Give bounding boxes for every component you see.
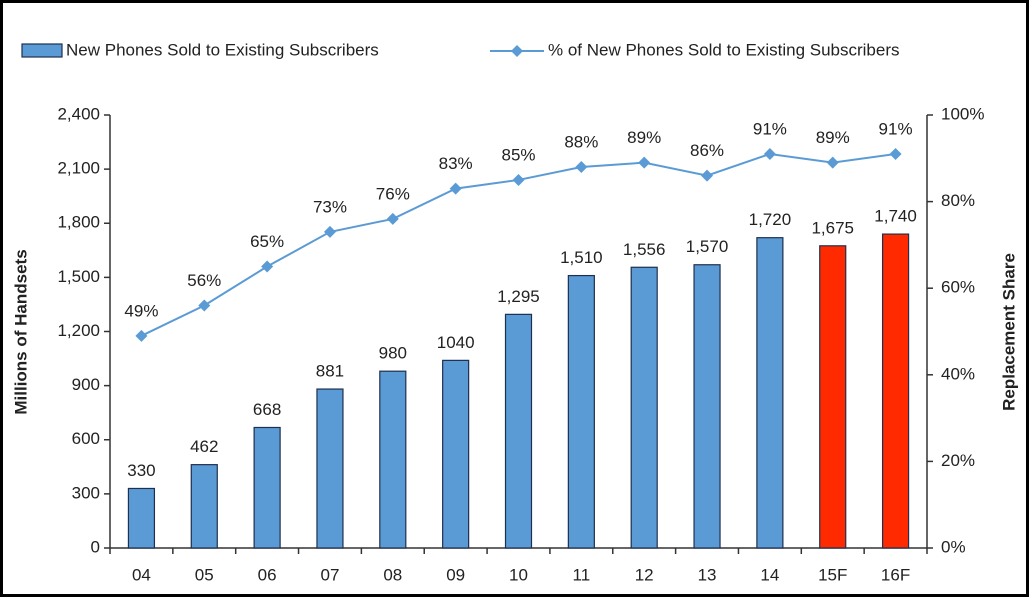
x-tick-label: 06 — [258, 565, 277, 584]
bar-value-label: 1,740 — [874, 207, 917, 226]
line-marker — [323, 225, 336, 238]
line-marker — [826, 156, 839, 169]
bar-value-label: 1,675 — [811, 218, 854, 237]
line-marker — [763, 147, 776, 160]
x-tick-label: 16F — [881, 565, 910, 584]
line-marker — [449, 182, 462, 195]
bar — [630, 266, 658, 549]
y2-tick-label: 20% — [941, 451, 975, 470]
y-tick-label: 300 — [72, 483, 100, 502]
line-value-label: 89% — [627, 128, 661, 147]
legend-label: New Phones Sold to Existing Subscribers — [66, 40, 379, 59]
x-tick-label: 11 — [573, 565, 591, 584]
bar — [819, 245, 847, 549]
line-marker — [198, 299, 211, 312]
line-value-label: 86% — [690, 141, 724, 160]
bar-value-label: 1,510 — [560, 248, 603, 267]
bar — [190, 464, 218, 549]
x-tick-label: 10 — [509, 565, 528, 584]
line-marker — [386, 212, 399, 225]
bar — [693, 264, 721, 549]
bar — [442, 359, 470, 549]
x-tick-label: 14 — [760, 565, 779, 584]
y-tick-label: 0 — [91, 537, 100, 556]
x-tick-label: 12 — [635, 565, 654, 584]
line-marker — [638, 156, 651, 169]
line-marker — [261, 260, 274, 273]
line-value-label: 73% — [313, 197, 347, 216]
legend-marker — [511, 45, 523, 57]
bar — [567, 274, 595, 549]
line-value-label: 76% — [376, 184, 410, 203]
bar — [881, 233, 910, 549]
line-value-label: 65% — [250, 232, 284, 251]
bar-value-label: 1,295 — [497, 287, 540, 306]
bar-value-label: 668 — [253, 400, 281, 419]
line-value-label: 85% — [501, 145, 535, 164]
y-tick-label: 1,200 — [57, 321, 100, 340]
bar-value-label: 1040 — [437, 333, 475, 352]
bar-value-label: 1,570 — [686, 237, 729, 256]
y-tick-label: 900 — [72, 375, 100, 394]
x-tick-label: 05 — [195, 565, 214, 584]
y2-tick-label: 60% — [941, 278, 975, 297]
y-tick-label: 1,500 — [57, 267, 100, 286]
bar-value-label: 881 — [316, 362, 344, 381]
bar — [253, 426, 281, 549]
x-tick-label: 13 — [698, 565, 717, 584]
y-tick-label: 2,400 — [57, 104, 100, 123]
y2-tick-label: 100% — [941, 104, 984, 123]
bar-value-label: 1,720 — [749, 210, 792, 229]
bar — [379, 370, 407, 549]
bar — [756, 237, 784, 549]
line-value-label: 89% — [816, 128, 850, 147]
bar-value-label: 462 — [190, 437, 218, 456]
bar-value-label: 1,556 — [623, 240, 666, 259]
y-tick-label: 1,800 — [57, 213, 100, 232]
x-tick-label: 04 — [132, 565, 151, 584]
y-tick-label: 600 — [72, 429, 100, 448]
line-marker — [512, 173, 525, 186]
x-tick-label: 08 — [383, 565, 402, 584]
line-marker — [701, 169, 714, 182]
bar — [127, 487, 156, 549]
bar-value-label: 330 — [127, 461, 155, 480]
line-value-label: 83% — [439, 154, 473, 173]
y-tick-label: 2,100 — [57, 159, 100, 178]
line-marker — [889, 147, 902, 160]
legend-swatch — [21, 43, 63, 58]
line-value-label: 49% — [124, 301, 158, 320]
bar — [316, 388, 344, 549]
x-tick-label: 15F — [818, 565, 847, 584]
x-tick-label: 07 — [321, 565, 340, 584]
y2-tick-label: 0% — [941, 537, 966, 556]
y2-tick-label: 40% — [941, 364, 975, 383]
y-axis-title: Millions of Handsets — [11, 249, 30, 414]
line-value-label: 91% — [753, 119, 787, 138]
line-marker — [135, 329, 148, 342]
bar-value-label: 980 — [379, 344, 407, 363]
line-marker — [575, 160, 588, 173]
line-value-label: 88% — [564, 132, 598, 151]
legend-label: % of New Phones Sold to Existing Subscri… — [548, 40, 900, 59]
x-tick-label: 09 — [446, 565, 465, 584]
bar — [504, 313, 533, 549]
line-value-label: 91% — [879, 119, 913, 138]
y2-tick-label: 80% — [941, 191, 975, 210]
line-value-label: 56% — [187, 271, 221, 290]
y2-axis-title: Replacement Share — [999, 253, 1018, 411]
